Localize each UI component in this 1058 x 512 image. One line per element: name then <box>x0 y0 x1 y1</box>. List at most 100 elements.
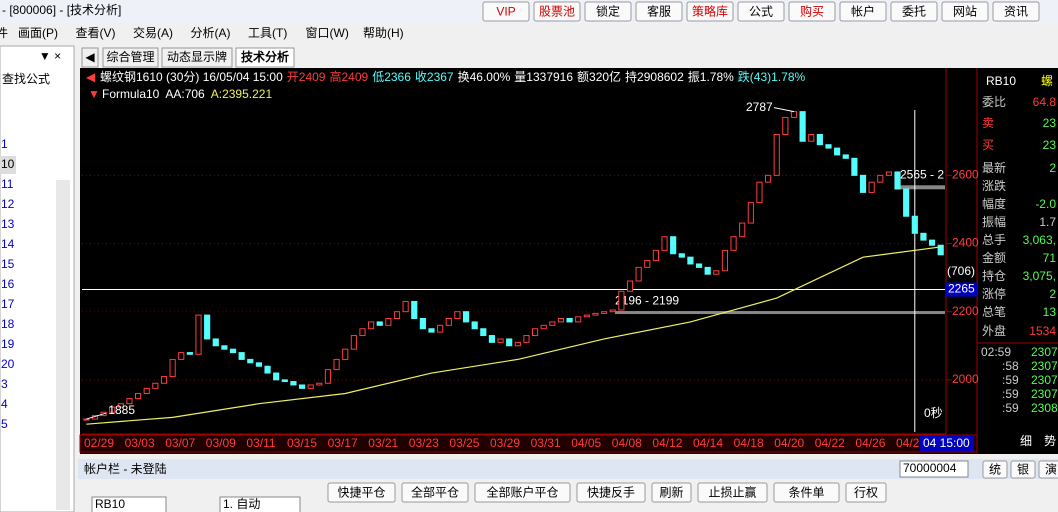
quote-value: 64.8 <box>1033 95 1057 109</box>
trough-pointer <box>86 412 107 420</box>
formula-item[interactable]: 15 <box>1 257 15 271</box>
toolbar-button-box[interactable] <box>737 1 785 22</box>
menu-item[interactable]: 交易(A) <box>133 25 173 40</box>
quote-tab[interactable]: 势 <box>1044 434 1056 448</box>
toolbar-button-box[interactable] <box>788 1 836 22</box>
peak-pointer <box>773 107 795 113</box>
mode-value[interactable]: 1. 自动 <box>223 497 260 511</box>
toolbar-button-box[interactable] <box>635 1 683 22</box>
candle <box>764 174 772 183</box>
toolbar-button-box[interactable] <box>941 1 989 22</box>
formula-item[interactable]: 3 <box>1 377 8 391</box>
side-button-box[interactable] <box>982 460 1008 479</box>
candle <box>497 338 504 343</box>
toolbar-button[interactable]: 帐户 <box>851 4 875 19</box>
candle <box>834 147 841 156</box>
action-button-box[interactable] <box>576 482 646 503</box>
action-button-box[interactable] <box>651 482 692 503</box>
candle <box>298 384 306 389</box>
menu-item[interactable]: 帮助(H) <box>363 26 404 40</box>
action-button[interactable]: 全部账户平仓 <box>486 485 558 500</box>
action-button[interactable]: 快捷反手 <box>587 486 635 500</box>
tab-box[interactable] <box>102 47 159 68</box>
code-value[interactable]: RB10 <box>95 497 125 511</box>
action-button-box[interactable] <box>327 482 396 503</box>
menu-item[interactable]: 画面(P) <box>18 26 58 40</box>
info-item: 振1.78% <box>688 70 734 84</box>
toolbar-button[interactable]: 股票池 <box>539 5 575 19</box>
candle <box>894 171 901 190</box>
formula-item[interactable]: 16 <box>1 277 15 291</box>
mode-select[interactable] <box>219 496 301 512</box>
toolbar-button[interactable]: 公式 <box>749 5 773 19</box>
side-button[interactable]: 演 <box>1045 462 1057 477</box>
toolbar-button-box[interactable] <box>839 1 887 22</box>
toolbar-button[interactable]: 购买 <box>800 4 824 19</box>
tab[interactable]: 综合管理 <box>106 49 154 64</box>
side-button[interactable]: 统 <box>989 463 1001 477</box>
action-button-box[interactable] <box>401 482 469 503</box>
formula-item[interactable]: 19 <box>1 337 15 351</box>
side-button-box[interactable] <box>1038 460 1058 479</box>
menu-item[interactable]: 工具(T) <box>248 26 287 40</box>
info-item: 换46.00% <box>458 70 511 84</box>
formula-item[interactable]: 10 <box>1 157 15 171</box>
formula-item[interactable]: 4 <box>1 397 8 411</box>
menu-item[interactable]: 窗口(W) <box>306 26 349 40</box>
side-button-box[interactable] <box>1010 460 1036 479</box>
code-input[interactable] <box>91 496 167 512</box>
action-button[interactable]: 刷新 <box>659 485 683 500</box>
toolbar-button[interactable]: 客服 <box>647 4 671 19</box>
toolbar-button[interactable]: 委托 <box>902 5 926 19</box>
menu-item[interactable]: 分析(A) <box>191 26 231 40</box>
toolbar-button-box[interactable] <box>890 1 938 22</box>
toolbar-button[interactable]: 网站 <box>953 5 977 19</box>
tab-box[interactable] <box>161 47 233 68</box>
action-button[interactable]: 快捷平仓 <box>337 486 385 500</box>
toolbar-button-box[interactable] <box>686 1 734 22</box>
action-button-box[interactable] <box>474 482 571 503</box>
menu-item[interactable]: 件 <box>0 26 8 40</box>
formula-item[interactable]: 11 <box>1 177 14 191</box>
formula-item[interactable]: 12 <box>1 197 15 211</box>
formula-item[interactable]: 1 <box>1 137 8 151</box>
candle <box>842 154 849 159</box>
candle <box>333 358 340 371</box>
toolbar-button[interactable]: VIP <box>496 5 515 19</box>
formula-item[interactable]: 20 <box>1 357 15 371</box>
toolbar-button-box[interactable] <box>482 1 530 22</box>
toolbar-button[interactable]: 资讯 <box>1004 5 1028 19</box>
menu-item[interactable]: 查看(V) <box>76 26 116 40</box>
tab[interactable]: 技术分析 <box>241 49 289 64</box>
toolbar-button-box[interactable] <box>584 1 632 22</box>
action-button[interactable]: 行权 <box>854 486 878 500</box>
formula-item[interactable]: 14 <box>1 237 15 251</box>
toolbar-button-box[interactable] <box>533 1 581 22</box>
account-id[interactable]: 70000004 <box>903 461 957 475</box>
action-button-box[interactable] <box>845 482 887 503</box>
formula-item[interactable]: 18 <box>1 317 15 331</box>
formula-item[interactable]: 17 <box>1 297 15 311</box>
candle <box>264 365 271 374</box>
tab-box[interactable] <box>81 47 99 68</box>
tab[interactable]: ◀ <box>85 50 95 64</box>
quote-tab[interactable]: 细 <box>1020 434 1032 448</box>
candle <box>109 406 116 413</box>
action-button-box[interactable] <box>697 482 768 503</box>
candle <box>411 300 418 320</box>
side-button[interactable]: 银 <box>1017 463 1029 477</box>
candle <box>920 232 927 241</box>
toolbar-button[interactable]: 锁定 <box>596 4 620 19</box>
toolbar-button[interactable]: 策略库 <box>692 4 728 19</box>
formula-item[interactable]: 5 <box>1 417 8 431</box>
action-button[interactable]: 全部平仓 <box>411 485 459 500</box>
account-select[interactable] <box>899 460 969 478</box>
action-button[interactable]: 条件单 <box>788 486 824 500</box>
sidebar-header[interactable]: ▼ × <box>39 49 61 63</box>
toolbar-button-box[interactable] <box>992 1 1040 22</box>
formula-item[interactable]: 13 <box>1 217 15 231</box>
tab-box[interactable] <box>235 47 295 68</box>
action-button[interactable]: 止损止赢 <box>708 485 756 500</box>
tab[interactable]: 动态显示牌 <box>167 50 227 64</box>
action-button-box[interactable] <box>773 482 840 503</box>
